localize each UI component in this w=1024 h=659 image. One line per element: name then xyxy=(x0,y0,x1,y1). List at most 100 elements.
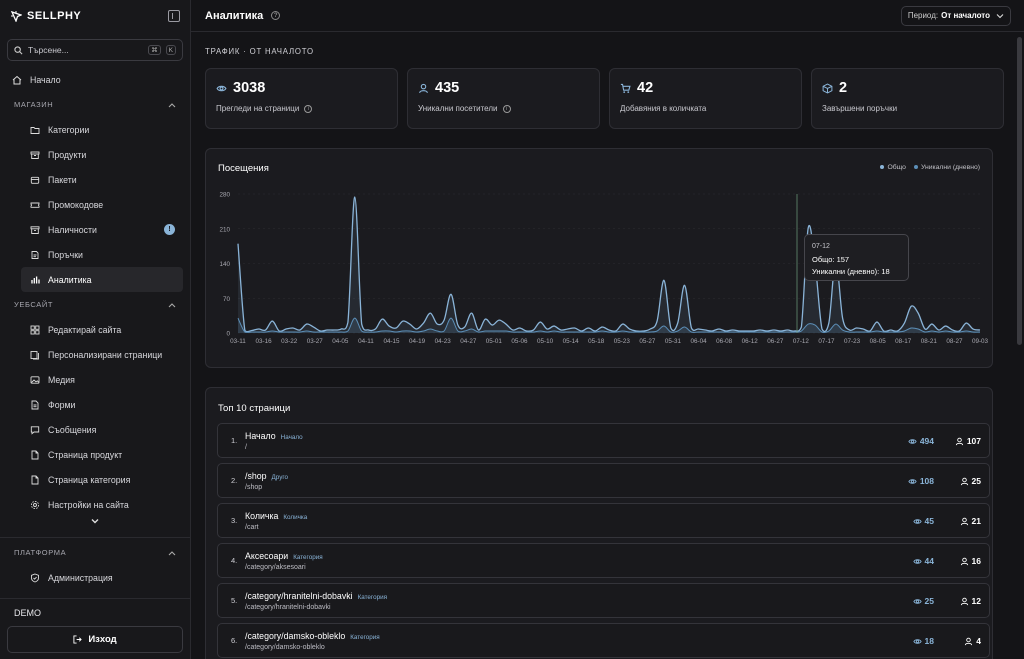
row-views: 25 xyxy=(912,596,934,606)
info-icon[interactable]: i xyxy=(304,104,313,113)
collapse-sidebar-icon[interactable] xyxy=(168,9,180,22)
row-page-path: /category/aksesoari xyxy=(245,564,306,571)
table-row[interactable]: 6. /category/damsko-obleklo Категория /ca… xyxy=(217,623,990,658)
sidebar-item-file[interactable]: Страница категория xyxy=(0,467,190,492)
table-row[interactable]: 4. Аксесоари Категория /category/aksesoar… xyxy=(217,543,990,578)
image-icon xyxy=(30,375,40,384)
row-page-path: /category/hranitelni-dobavki xyxy=(245,604,331,611)
page-type-tag: Категория xyxy=(357,594,388,601)
legend-total[interactable]: Общо xyxy=(880,164,906,171)
visits-chart[interactable]: 0 70 140 210 280 03-11 03-16 03-22 03-27 04-05 04-… xyxy=(206,149,994,369)
sidebar-item-folder[interactable]: Категории xyxy=(0,117,190,142)
row-visitors: 16 xyxy=(960,556,981,566)
file-icon xyxy=(31,475,39,484)
visits-chart-card: Посещения Общо Уникални (дневно) 0 70 140 2… xyxy=(205,148,993,368)
row-rank: 6. xyxy=(231,636,238,645)
stat-value: 435 xyxy=(435,80,460,96)
logout-button[interactable]: Изход xyxy=(7,626,183,653)
logo-row: SELLPHY xyxy=(0,0,190,31)
y-tick-label: 0 xyxy=(226,331,230,338)
y-tick-label: 70 xyxy=(223,296,231,303)
section-website[interactable]: УЕБСАЙТ xyxy=(0,292,190,317)
sidebar-item-file[interactable]: Страница продукт xyxy=(0,442,190,467)
row-page-path: /cart xyxy=(245,524,259,531)
table-row[interactable]: 3. Количка Количка /cart 45 21 xyxy=(217,503,990,538)
user-icon xyxy=(960,597,968,605)
brand-logo[interactable]: SELLPHY xyxy=(10,10,81,22)
views-count: 494 xyxy=(919,436,934,446)
sidebar-item-pages[interactable]: Персонализирани страници xyxy=(0,342,190,367)
eye-icon xyxy=(908,478,917,484)
period-select[interactable]: Период: От началото xyxy=(900,5,1011,26)
tooltip-unique: Уникални (дневно): 18 xyxy=(812,266,901,279)
x-tick-label: 05-06 xyxy=(511,338,528,345)
stat-value-row: 2 xyxy=(822,80,993,96)
page-name: /category/hranitelni-dobavki xyxy=(245,591,353,601)
sidebar-item-orders[interactable]: Поръчки xyxy=(0,242,190,267)
sidebar-item-shield[interactable]: Администрация xyxy=(0,565,190,590)
row-rank: 5. xyxy=(231,596,238,605)
stat-value-row: 3038 xyxy=(216,80,387,96)
sidebar-item-label: Аналитика xyxy=(48,274,92,285)
sidebar-item-label: Пакети xyxy=(48,174,77,185)
row-page-path: / xyxy=(245,444,247,451)
more-chevron-down-icon[interactable] xyxy=(0,517,190,531)
table-row[interactable]: 5. /category/hranitelni-dobavki Категория… xyxy=(217,583,990,618)
series-line-total xyxy=(237,196,981,333)
sidebar-item-ticket[interactable]: Промокодове xyxy=(0,192,190,217)
chevron-down-icon xyxy=(996,13,1004,18)
sidebar-item-label: Наличности xyxy=(48,224,97,235)
sidebar-item-grid[interactable]: Редактирай сайта xyxy=(0,317,190,342)
user-icon xyxy=(955,437,963,445)
tooltip-total-value: 157 xyxy=(836,254,850,264)
visitors-count: 16 xyxy=(971,556,981,566)
x-tick-label: 07-12 xyxy=(793,338,810,345)
row-page-name: Аксесоари Категория xyxy=(245,551,323,561)
bar-chart-icon xyxy=(31,276,40,283)
scrollbar[interactable] xyxy=(1017,37,1022,345)
series-area-unique xyxy=(238,318,980,333)
page-title-text: Аналитика xyxy=(205,9,264,22)
sidebar-item-image[interactable]: Медия xyxy=(0,367,190,392)
row-page-name: Начало Начало xyxy=(245,431,303,441)
user-icon xyxy=(960,517,968,525)
message-icon xyxy=(30,425,40,435)
table-row[interactable]: 1. Начало Начало / 494 107 xyxy=(217,423,990,458)
tooltip-unique-value: 18 xyxy=(881,267,890,276)
legend-unique[interactable]: Уникални (дневно) xyxy=(913,164,980,171)
help-icon[interactable]: ? xyxy=(271,11,281,20)
sidebar-item-label: Форми xyxy=(48,399,76,410)
sidebar-item-form[interactable]: Форми xyxy=(0,392,190,417)
sidebar-item-box[interactable]: Продукти xyxy=(0,142,190,167)
legend-total-label: Общо xyxy=(887,164,906,171)
logout-label: Изход xyxy=(88,634,117,645)
info-icon[interactable]: i xyxy=(502,104,511,113)
stat-value: 2 xyxy=(839,80,848,96)
section-shop-title: МАГАЗИН xyxy=(14,100,54,109)
sidebar-item-gear[interactable]: Настройки на сайта xyxy=(0,492,190,517)
section-shop[interactable]: МАГАЗИН xyxy=(0,92,190,117)
x-tick-label: 06-04 xyxy=(690,338,707,345)
sidebar-item-archive[interactable]: Наличности! xyxy=(0,217,190,242)
views-count: 45 xyxy=(924,516,934,526)
page-type-tag: Друго xyxy=(271,474,289,481)
stat-card: 42 Добавяния в количката xyxy=(609,68,802,129)
x-tick-label: 06-08 xyxy=(716,338,733,345)
x-tick-label: 06-12 xyxy=(742,338,759,345)
sidebar-item-home[interactable]: Начало xyxy=(0,67,190,92)
sidebar-item-label: Страница категория xyxy=(48,474,131,485)
row-rank: 2. xyxy=(231,476,238,485)
x-tick-label: 04-19 xyxy=(409,338,426,345)
page-name: Начало xyxy=(245,431,276,441)
legend-unique-label: Уникални (дневно) xyxy=(920,164,980,171)
section-platform[interactable]: ПЛАТФОРМА xyxy=(0,540,190,565)
visitors-count: 21 xyxy=(971,516,981,526)
sidebar-item-package[interactable]: Пакети xyxy=(0,167,190,192)
row-visitors: 21 xyxy=(960,516,981,526)
x-tick-label: 05-18 xyxy=(588,338,605,345)
sidebar-item-message[interactable]: Съобщения xyxy=(0,417,190,442)
search-input[interactable]: Търсене... ⌘ K xyxy=(7,39,183,61)
sidebar-item-label: Медия xyxy=(48,374,75,385)
sidebar-item-bar-chart[interactable]: Аналитика xyxy=(21,267,183,292)
table-row[interactable]: 2. /shop Друго /shop 108 25 xyxy=(217,463,990,498)
